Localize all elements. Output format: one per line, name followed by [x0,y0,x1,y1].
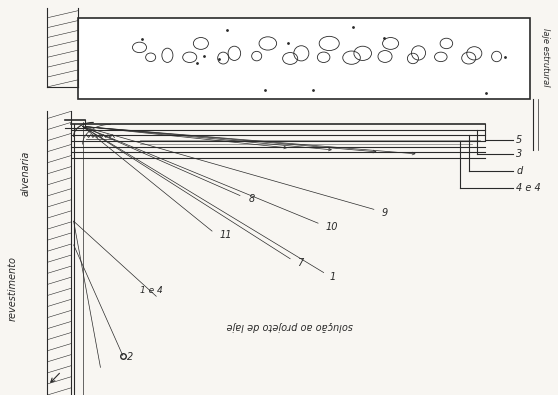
Text: d: d [516,166,522,176]
Text: 1: 1 [329,271,335,282]
Text: 7: 7 [297,258,304,268]
Text: 1 e 4: 1 e 4 [140,286,162,295]
Text: 9: 9 [381,208,387,218]
Text: 4 e 4: 4 e 4 [516,183,541,194]
Text: 3: 3 [516,149,522,159]
Text: 2: 2 [127,352,133,363]
Text: alvenaria: alvenaria [20,151,30,196]
Text: 10: 10 [325,222,338,232]
Text: 5: 5 [516,135,522,145]
Text: 8: 8 [248,194,254,205]
Text: 11: 11 [219,230,232,240]
Text: solução ao projeto de laje: solução ao projeto de laje [227,321,353,331]
Text: laje estrutural: laje estrutural [541,28,550,87]
Text: revestimento: revestimento [7,256,17,321]
Polygon shape [78,18,530,99]
